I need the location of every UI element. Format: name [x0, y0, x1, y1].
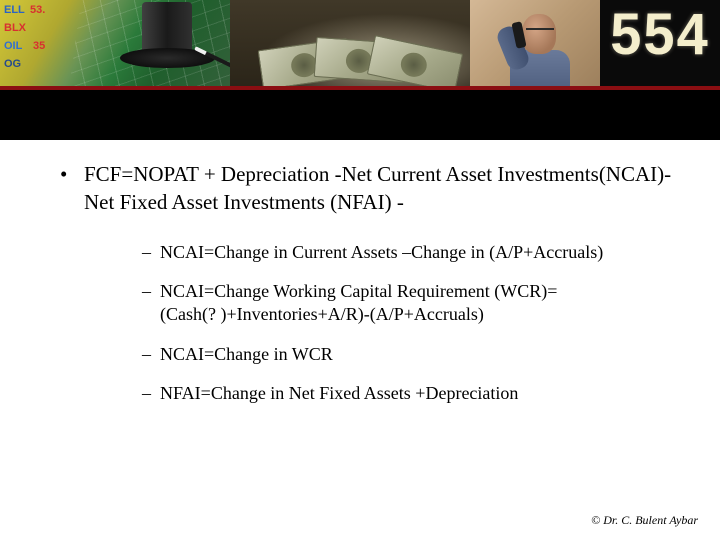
digital-counter: 554 [600, 0, 720, 90]
sub-bullet: NCAI=Change in WCR [142, 343, 612, 366]
copyright-footer: © Dr. C. Bulent Aybar [591, 513, 698, 528]
sub-bullet: NFAI=Change in Net Fixed Assets +Depreci… [142, 382, 612, 405]
sub-bullet: NCAI=Change Working Capital Requirement … [142, 280, 612, 327]
accent-bar [0, 86, 720, 90]
ticker-symbol: OIL [4, 40, 22, 52]
banner-money-panel [230, 0, 490, 90]
ticker-value: 53. [30, 4, 45, 16]
slide-content: FCF=NOPAT + Depreciation -Net Current As… [0, 140, 720, 406]
main-bullet: FCF=NOPAT + Depreciation -Net Current As… [60, 160, 680, 217]
ticker-symbol: ELL [4, 4, 25, 16]
person-on-phone-icon [500, 8, 580, 88]
dollar-bill-icon [367, 35, 463, 90]
sub-bullet: NCAI=Change in Current Assets –Change in… [142, 241, 612, 264]
counter-digits: 554 [610, 5, 709, 64]
ticker-value: 35 [33, 40, 45, 52]
sub-bullet-list: NCAI=Change in Current Assets –Change in… [60, 241, 680, 406]
ticker-symbol: BLX [4, 22, 26, 34]
header-banner: ELL 53. BLX OIL 35 OG 554 [0, 0, 720, 90]
banner-stock-panel: ELL 53. BLX OIL 35 OG [0, 0, 230, 90]
magician-hat-icon [120, 2, 215, 72]
title-strip [0, 90, 720, 140]
banner-person-panel [470, 0, 600, 90]
ticker-symbol: OG [4, 58, 21, 70]
